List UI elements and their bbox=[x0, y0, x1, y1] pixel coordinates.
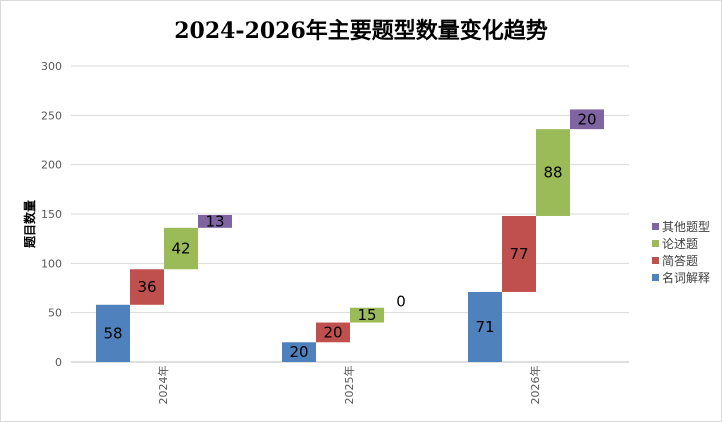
y-tick-label-3: 150 bbox=[41, 208, 62, 221]
x-tick-label-0: 2024年 bbox=[156, 366, 170, 405]
y-tick-label-1: 50 bbox=[48, 307, 62, 320]
bar-0-2 bbox=[164, 227, 198, 270]
y-tick-label-0: 0 bbox=[55, 356, 62, 369]
bar-label-1-0: 20 bbox=[289, 343, 308, 361]
bar-1-2 bbox=[350, 307, 384, 323]
legend-label-2: 简答题 bbox=[662, 253, 698, 268]
bar-2-3 bbox=[570, 109, 604, 130]
bar-label-0-3: 13 bbox=[205, 212, 224, 230]
legend-swatch-1 bbox=[652, 240, 659, 247]
bar-0-1 bbox=[130, 269, 164, 305]
bar-label-2-1: 77 bbox=[509, 245, 528, 263]
x-tick-label-2: 2026年 bbox=[528, 366, 542, 405]
bar-label-2-0: 71 bbox=[475, 318, 494, 336]
bar-label-1-1: 20 bbox=[323, 323, 342, 341]
legend-label-1: 论述题 bbox=[662, 237, 698, 251]
bar-label-0-2: 42 bbox=[171, 240, 190, 258]
y-tick-label-5: 250 bbox=[41, 109, 62, 122]
y-tick-label-4: 200 bbox=[41, 159, 62, 172]
bar-label-1-2: 15 bbox=[357, 306, 376, 324]
bar-2-2 bbox=[536, 129, 570, 216]
chart-title: 2024-2026年主要题型数量变化趋势 bbox=[174, 18, 548, 44]
bar-label-1-3: 0 bbox=[396, 293, 406, 311]
y-tick-label-6: 300 bbox=[41, 60, 62, 73]
bar-2-0 bbox=[468, 291, 502, 362]
bar-0-3 bbox=[198, 214, 232, 228]
bar-1-1 bbox=[316, 322, 350, 343]
bar-0-0 bbox=[96, 304, 130, 362]
y-axis-title: 题目数量 bbox=[22, 200, 37, 248]
bar-label-0-0: 58 bbox=[103, 324, 122, 342]
legend-swatch-3 bbox=[652, 274, 659, 281]
legend-swatch-2 bbox=[652, 257, 659, 264]
bar-label-2-3: 20 bbox=[577, 110, 596, 128]
bar-label-0-1: 36 bbox=[137, 278, 156, 296]
legend-swatch-0 bbox=[652, 223, 659, 230]
legend-label-3: 名词解释 bbox=[662, 270, 710, 285]
bar-2-1 bbox=[502, 215, 536, 292]
y-tick-label-2: 100 bbox=[41, 257, 62, 270]
legend-label-0: 其他题型 bbox=[662, 220, 710, 234]
bar-label-2-2: 88 bbox=[543, 164, 562, 182]
x-tick-label-1: 2025年 bbox=[342, 366, 356, 405]
bar-1-0 bbox=[282, 342, 316, 362]
